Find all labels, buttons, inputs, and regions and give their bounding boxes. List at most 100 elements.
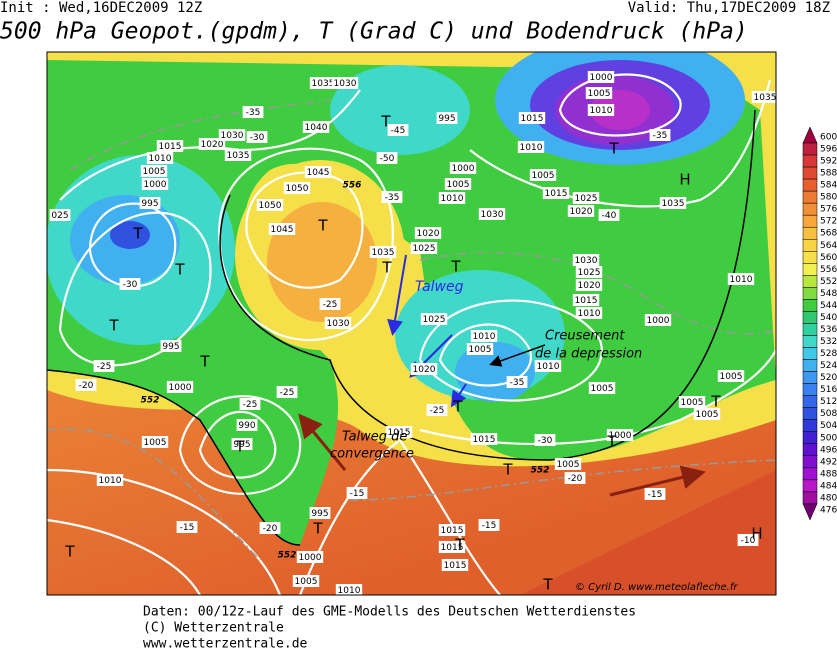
isobar-label: 1010 — [473, 332, 496, 342]
label-box — [96, 474, 124, 486]
colorbar-cell — [802, 226, 818, 240]
isobar-label: 1010 — [99, 476, 122, 486]
colorbar-label: 500 — [820, 433, 837, 443]
colorbar-cell — [802, 443, 818, 457]
map-frame — [46, 51, 777, 596]
isobar-label: 1005 — [143, 167, 166, 177]
colorbar-cell — [802, 214, 818, 228]
temperature-label: -35 — [510, 378, 525, 388]
colorbar-label: 548 — [820, 289, 837, 299]
label-box — [387, 124, 409, 136]
label-box — [239, 398, 261, 410]
thickness-label: 552 — [531, 466, 550, 476]
colorbar-label: 560 — [820, 253, 837, 263]
isobar — [47, 468, 282, 595]
annotation: de la depression — [535, 347, 642, 362]
label-box — [309, 507, 331, 519]
isobar-label: 1010 — [730, 275, 753, 285]
label-box — [542, 187, 570, 199]
colorbar-cell — [802, 479, 818, 493]
label-box — [717, 370, 745, 382]
isobar-label: 1015 — [575, 296, 598, 306]
annotation: Talweg de — [342, 430, 407, 445]
label-box — [231, 438, 253, 450]
pressure-center: T — [174, 261, 185, 279]
temperature-label: -15 — [350, 489, 365, 499]
isobar-label: 1015 — [388, 428, 411, 438]
label-box — [93, 360, 115, 372]
cold-core — [110, 221, 150, 249]
thickness-label: 552 — [141, 396, 160, 406]
label-box — [246, 131, 268, 143]
footer-line: (C) Wetterzentrale — [143, 621, 284, 636]
isotherm — [69, 99, 331, 171]
label-box — [644, 314, 672, 326]
isobar-label: 1015 — [521, 114, 544, 124]
isobar-label: 1030 — [481, 210, 504, 220]
label-box — [438, 524, 466, 536]
isobar — [47, 518, 201, 595]
label-box — [587, 104, 615, 116]
colorbar-cell — [802, 166, 818, 180]
pressure-center: T — [199, 353, 210, 371]
label-box — [567, 205, 595, 217]
thickness-label: 556 — [343, 181, 362, 191]
isobar — [298, 438, 501, 595]
init-time: Init : Wed,16DEC2009 12Z — [0, 0, 202, 16]
label-box — [218, 129, 246, 141]
colorbar-label: 532 — [820, 337, 837, 347]
annotation: Creusement — [545, 329, 625, 344]
isobar-label: 1020 — [570, 207, 593, 217]
colorbar-label: 572 — [820, 217, 837, 227]
temperature-label: -25 — [430, 406, 445, 416]
label-box — [659, 197, 687, 209]
pressure-center: T — [710, 393, 721, 411]
isobar — [469, 79, 772, 208]
label-box — [478, 208, 506, 220]
arrow — [450, 383, 467, 408]
pressure-center: H — [679, 171, 690, 189]
isobar-label: 1000 — [144, 180, 167, 190]
colorbar-label: 580 — [820, 193, 837, 203]
colorbar-label: 512 — [820, 397, 837, 407]
colorbar-cell — [802, 335, 818, 348]
cold-core — [590, 90, 650, 130]
colorbar-cell — [802, 126, 818, 144]
temperature-label: -45 — [391, 126, 406, 136]
colorbar-cell — [802, 263, 818, 276]
label-box — [572, 192, 600, 204]
label-box — [268, 223, 296, 235]
label-box — [331, 77, 359, 89]
isobar-label: 1000 — [299, 553, 322, 563]
isotherm — [349, 459, 776, 501]
colorbar-label: 596 — [820, 145, 837, 155]
temperature-label: -25 — [280, 388, 295, 398]
label-box — [304, 166, 332, 178]
label-box — [385, 426, 413, 438]
isobar-label: 1015 — [441, 543, 464, 553]
isobar-label: 1015 — [545, 189, 568, 199]
label-box — [75, 379, 97, 391]
arrow — [489, 344, 546, 367]
colorbar-cell — [802, 467, 818, 481]
label-box — [346, 487, 368, 499]
green-field — [47, 60, 776, 545]
label-box — [324, 317, 352, 329]
label-box — [198, 138, 226, 150]
isobar-label: 1020 — [578, 281, 601, 291]
colorbar-label: 480 — [820, 493, 837, 503]
colorbar-label: 588 — [820, 169, 837, 179]
colorbar: 600 596 592 588 584 580 576 572 568 564 560 556 552 5… — [802, 126, 837, 521]
isobar-label: 1035 — [662, 199, 685, 209]
label-box — [449, 162, 477, 174]
footer-line: www.wetterzentrale.de — [143, 637, 308, 648]
isobar-label: 1030 — [327, 319, 350, 329]
isobar-label: 1015 — [441, 526, 464, 536]
isobar — [218, 147, 394, 341]
colorbar-label: 564 — [820, 241, 837, 251]
isobar-label: 1005 — [469, 345, 492, 355]
isobar-label: 1000 — [169, 383, 192, 393]
label-box — [319, 298, 341, 310]
isobar-label: 1000 — [452, 164, 475, 174]
